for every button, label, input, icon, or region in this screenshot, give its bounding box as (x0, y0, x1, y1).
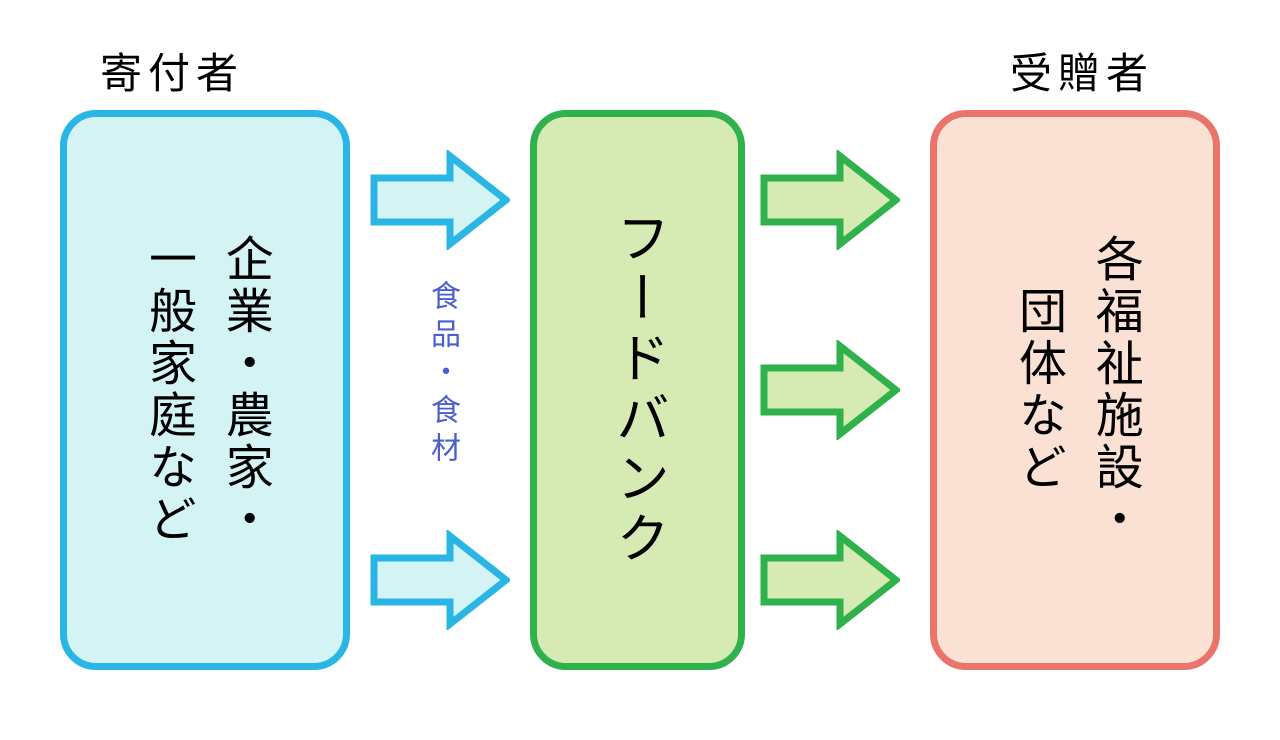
box-donors: 企業・農家・ 一般家庭など (60, 110, 350, 670)
diagram-stage: 寄付者 受贈者 企業・農家・ 一般家庭など フードバンク 各福祉施設・ 団体など… (0, 0, 1280, 740)
box-recipients-text: 各福祉施設・ 団体など (998, 234, 1152, 546)
arrow-left-1 (370, 150, 510, 250)
box-recipients-line2: 団体など (1011, 286, 1064, 494)
box-donors-line1: 企業・農家・ (218, 234, 271, 546)
arrow-left-2 (370, 530, 510, 630)
box-donors-line2: 一般家庭など (141, 234, 194, 546)
mid-label: 食品・食材 (420, 280, 464, 470)
box-foodbank: フードバンク (530, 110, 745, 670)
arrow-right-1 (760, 150, 900, 250)
box-donors-text: 企業・農家・ 一般家庭など (128, 234, 282, 546)
box-foodbank-text: フードバンク (611, 210, 665, 570)
arrow-right-2 (760, 340, 900, 440)
heading-donors: 寄付者 (100, 40, 244, 101)
arrow-right-3 (760, 530, 900, 630)
box-recipients-line1: 各福祉施設・ (1088, 234, 1141, 546)
heading-recipients: 受贈者 (1010, 40, 1154, 101)
box-recipients: 各福祉施設・ 団体など (930, 110, 1220, 670)
